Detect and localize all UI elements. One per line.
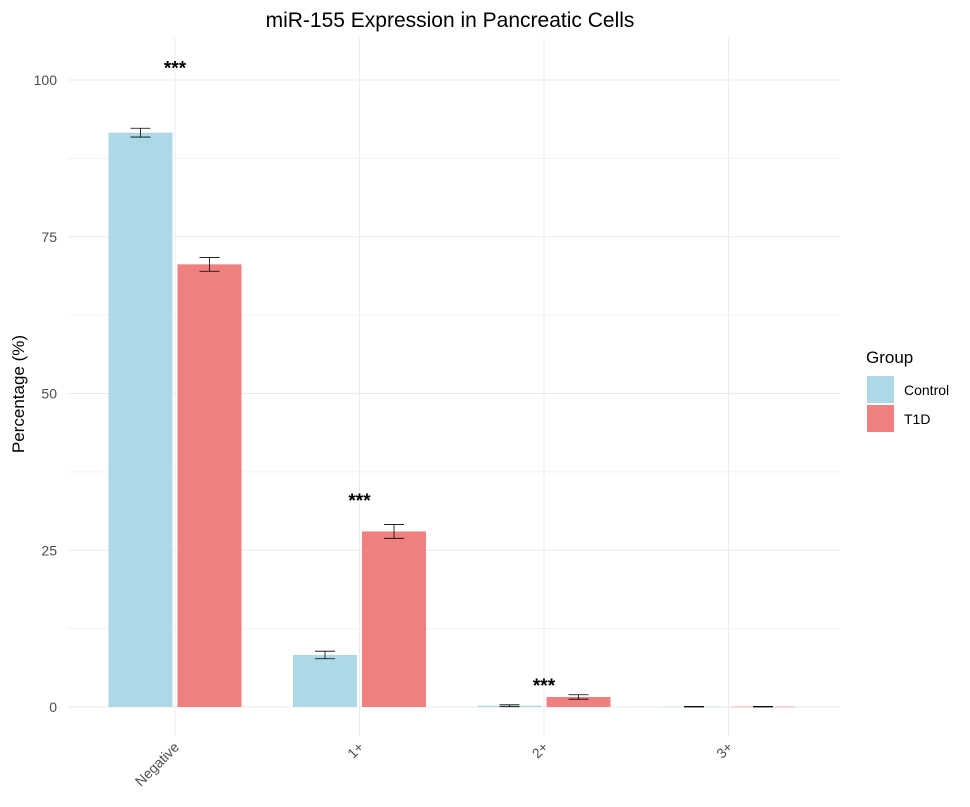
error-bars [130,127,773,708]
x-tick-label: Negative [132,739,183,790]
y-tick-label: 50 [41,386,57,402]
error-bar [384,524,404,539]
y-tick-label: 75 [41,229,57,245]
bars [108,132,795,708]
error-bar [199,257,220,272]
error-bar [568,694,589,700]
legend-title: Group [866,348,913,367]
legend-swatch-t1d [867,405,894,432]
error-bar [499,704,520,708]
x-tick-label: 2+ [529,739,552,762]
bar-control-1 [293,654,357,707]
significance-label: *** [533,676,556,697]
bar-control-0 [108,132,173,708]
error-bar [315,650,335,660]
chart-title: miR-155 Expression in Pancreatic Cells [266,9,635,32]
bar-t1d-2 [546,696,611,707]
legend-label-control: Control [904,382,949,398]
y-axis-ticks: 0 25 50 75 100 [34,72,58,715]
significance-annotations: *** *** *** [164,58,556,697]
significance-label: *** [164,58,187,79]
significance-label: *** [348,491,371,512]
y-tick-label: 0 [49,699,57,715]
x-tick-label: 3+ [713,739,736,762]
legend: Group Control T1D [866,348,949,432]
x-axis-ticks: Negative 1+ 2+ 3+ [132,739,736,790]
error-bar [684,705,704,708]
bar-t1d-1 [362,531,426,707]
y-tick-label: 25 [41,542,57,558]
bar-t1d-0 [177,264,242,707]
x-tick-label: 1+ [344,739,367,762]
legend-label-t1d: T1D [904,411,930,427]
y-axis-title: Percentage (%) [9,335,28,453]
error-bar [130,127,151,138]
legend-swatch-control [867,376,894,403]
y-tick-label: 100 [34,72,58,88]
error-bar [753,705,773,708]
